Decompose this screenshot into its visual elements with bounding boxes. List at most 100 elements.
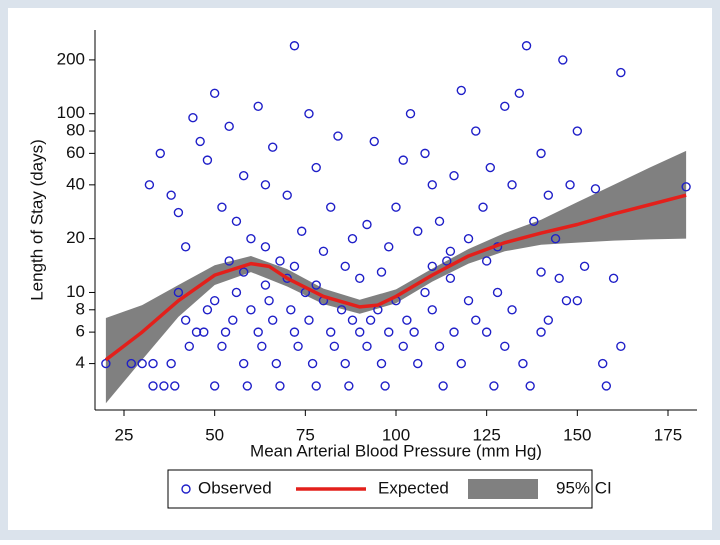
observed-point xyxy=(427,180,437,190)
observed-point xyxy=(438,381,448,391)
observed-point xyxy=(253,327,263,337)
observed-point xyxy=(137,358,147,369)
observed-point xyxy=(188,112,198,123)
observed-point xyxy=(525,381,535,391)
observed-point xyxy=(543,190,554,200)
observed-point xyxy=(608,273,619,284)
observed-point xyxy=(260,180,271,190)
observed-point xyxy=(329,341,340,351)
y-tick-label: 4 xyxy=(76,353,85,372)
observed-point xyxy=(529,216,539,227)
observed-point xyxy=(326,327,336,337)
observed-point xyxy=(550,233,561,244)
y-tick-label: 60 xyxy=(66,143,85,162)
observed-point xyxy=(471,315,481,325)
observed-point xyxy=(398,341,408,351)
expected-line xyxy=(104,193,687,362)
x-tick-label: 75 xyxy=(296,425,315,444)
observed-point xyxy=(148,358,158,369)
legend-symbol xyxy=(468,479,538,499)
observed-point xyxy=(191,327,202,337)
y-tick-label: 200 xyxy=(57,49,85,68)
observed-point xyxy=(224,121,234,132)
legend-label: Observed xyxy=(198,478,272,497)
observed-point xyxy=(420,148,430,159)
observed-point xyxy=(449,171,459,181)
observed-point xyxy=(445,273,456,284)
observed-point xyxy=(347,315,358,325)
observed-point xyxy=(144,180,155,190)
observed-point xyxy=(275,256,285,266)
observed-point xyxy=(224,256,234,266)
observed-point xyxy=(311,280,321,290)
observed-point xyxy=(264,295,274,306)
observed-point xyxy=(500,101,510,112)
observed-point xyxy=(376,358,387,369)
observed-point xyxy=(347,233,358,244)
observed-point xyxy=(202,305,213,315)
observed-point xyxy=(282,190,292,200)
observed-point xyxy=(217,202,227,212)
y-tick-label: 20 xyxy=(66,228,85,247)
observed-point xyxy=(355,327,365,337)
observed-point xyxy=(184,341,194,351)
observed-point xyxy=(565,180,575,190)
observed-point xyxy=(536,267,546,277)
observed-point xyxy=(514,88,525,99)
observed-point xyxy=(289,261,300,272)
observed-point xyxy=(616,67,626,78)
observed-point xyxy=(434,216,445,227)
observed-point xyxy=(195,136,205,147)
observed-point xyxy=(173,207,184,218)
x-tick-label: 150 xyxy=(563,425,591,444)
observed-point xyxy=(456,85,466,96)
observed-point xyxy=(521,41,532,51)
x-axis-title: Mean Arterial Blood Pressure (mm Hg) xyxy=(250,441,542,460)
observed-point xyxy=(238,358,249,369)
observed-point xyxy=(257,341,267,351)
observed-point xyxy=(362,341,372,351)
observed-point xyxy=(173,287,184,298)
observed-point xyxy=(220,327,231,337)
observed-point xyxy=(402,315,412,325)
observed-point xyxy=(199,327,209,337)
observed-point xyxy=(238,267,249,277)
observed-point xyxy=(231,287,242,298)
observed-point xyxy=(355,273,365,284)
observed-point xyxy=(159,381,169,391)
y-tick-label: 40 xyxy=(66,174,85,193)
observed-point xyxy=(282,273,292,284)
observed-point xyxy=(471,126,481,136)
legend-label: 95% CI xyxy=(556,478,612,497)
observed-point xyxy=(427,305,437,315)
observed-point xyxy=(489,381,499,391)
observed-point xyxy=(391,202,401,212)
observed-point xyxy=(126,358,136,369)
observed-point xyxy=(260,280,271,290)
observed-point xyxy=(289,41,300,51)
observed-point xyxy=(238,171,249,181)
observed-point xyxy=(681,182,691,192)
observed-point xyxy=(507,180,517,190)
observed-point xyxy=(413,226,423,236)
observed-point xyxy=(492,287,503,298)
observed-point xyxy=(304,315,314,325)
y-tick-label: 80 xyxy=(66,121,85,140)
observed-point xyxy=(231,216,242,227)
y-axis-title: Length of Stay (days) xyxy=(27,139,46,301)
observed-point xyxy=(481,256,492,266)
plot-background xyxy=(8,8,712,530)
observed-point xyxy=(275,381,285,391)
legend-label: Expected xyxy=(378,478,449,497)
observed-point xyxy=(616,341,626,351)
observed-point xyxy=(286,305,296,315)
y-tick-label: 100 xyxy=(57,103,85,122)
observed-point xyxy=(384,327,394,337)
observed-point xyxy=(420,287,430,298)
observed-point xyxy=(311,162,321,173)
observed-point xyxy=(293,341,303,351)
observed-point xyxy=(267,142,278,152)
observed-point xyxy=(405,109,416,119)
